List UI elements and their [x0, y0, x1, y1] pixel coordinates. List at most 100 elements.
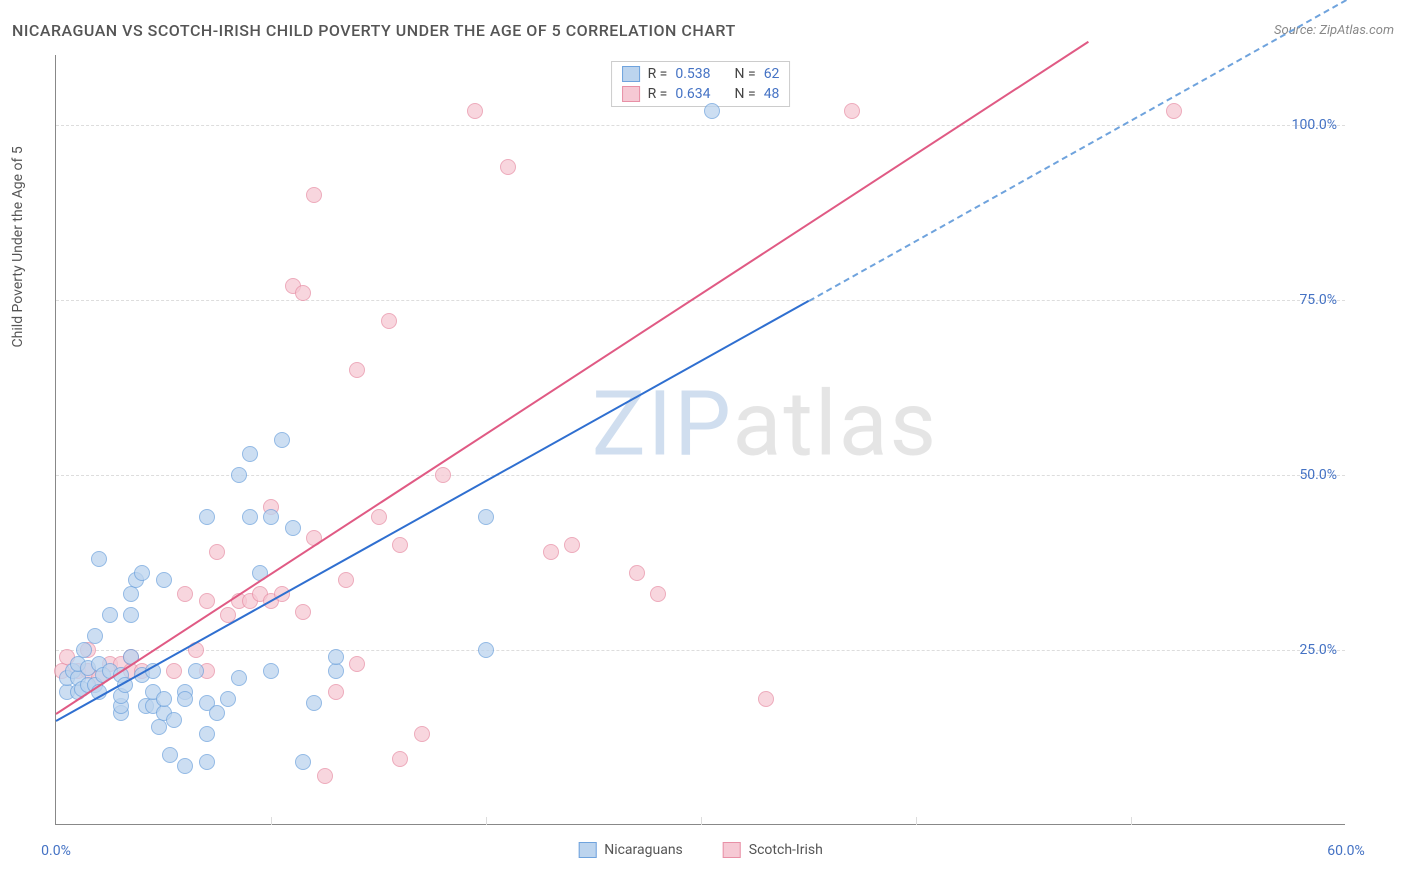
- scatter-point-scotch-irish: [392, 751, 408, 767]
- scatter-point-nicaraguans: [199, 509, 215, 525]
- scatter-point-nicaraguans: [156, 572, 172, 588]
- source-name: ZipAtlas.com: [1319, 23, 1394, 38]
- scatter-point-scotch-irish: [629, 565, 645, 581]
- scatter-point-scotch-irish: [435, 467, 451, 483]
- scatter-point-nicaraguans: [166, 712, 182, 728]
- y-tick-label: 100.0%: [1292, 117, 1337, 133]
- legend-swatch-nicaraguans: [622, 66, 640, 82]
- scatter-point-nicaraguans: [134, 565, 150, 581]
- r-value-scotch-irish: 0.634: [675, 86, 710, 102]
- scatter-point-nicaraguans: [328, 663, 344, 679]
- scatter-point-nicaraguans: [156, 691, 172, 707]
- scatter-point-scotch-irish: [317, 768, 333, 784]
- scatter-point-nicaraguans: [231, 467, 247, 483]
- legend-swatch-scotch-irish: [723, 842, 741, 858]
- scatter-point-scotch-irish: [349, 656, 365, 672]
- scatter-point-nicaraguans: [87, 628, 103, 644]
- scatter-point-nicaraguans: [306, 695, 322, 711]
- scatter-point-scotch-irish: [166, 663, 182, 679]
- scatter-point-nicaraguans: [177, 691, 193, 707]
- scatter-point-scotch-irish: [543, 544, 559, 560]
- scatter-point-nicaraguans: [123, 586, 139, 602]
- gridline-vertical: [916, 817, 917, 825]
- scatter-point-nicaraguans: [220, 691, 236, 707]
- gridline-vertical: [701, 817, 702, 825]
- scatter-point-scotch-irish: [650, 586, 666, 602]
- legend-item-nicaraguans: Nicaraguans: [578, 842, 683, 858]
- scatter-point-scotch-irish: [209, 544, 225, 560]
- legend-label-scotch-irish: Scotch-Irish: [749, 842, 823, 858]
- gridline-horizontal: [56, 650, 1345, 651]
- gridline-horizontal: [56, 300, 1345, 301]
- scatter-point-scotch-irish: [1166, 103, 1182, 119]
- scatter-point-scotch-irish: [467, 103, 483, 119]
- scatter-point-nicaraguans: [263, 509, 279, 525]
- scatter-point-scotch-irish: [328, 684, 344, 700]
- n-label: N =: [735, 66, 756, 82]
- y-tick-label: 25.0%: [1299, 642, 1337, 658]
- scatter-point-scotch-irish: [392, 537, 408, 553]
- gridline-vertical: [1131, 817, 1132, 825]
- scatter-point-nicaraguans: [274, 432, 290, 448]
- scatter-point-scotch-irish: [177, 586, 193, 602]
- scatter-point-scotch-irish: [758, 691, 774, 707]
- x-tick-label: 0.0%: [41, 843, 71, 859]
- scatter-point-scotch-irish: [500, 159, 516, 175]
- gridline-vertical: [271, 817, 272, 825]
- scatter-point-nicaraguans: [123, 607, 139, 623]
- scatter-point-scotch-irish: [381, 313, 397, 329]
- scatter-point-nicaraguans: [76, 642, 92, 658]
- scatter-point-nicaraguans: [199, 726, 215, 742]
- r-label: R =: [648, 66, 668, 82]
- scatter-point-nicaraguans: [328, 649, 344, 665]
- gridline-horizontal: [56, 125, 1345, 126]
- scatter-point-scotch-irish: [199, 593, 215, 609]
- scatter-point-scotch-irish: [564, 537, 580, 553]
- scatter-point-nicaraguans: [478, 509, 494, 525]
- scatter-point-nicaraguans: [91, 551, 107, 567]
- y-tick-label: 50.0%: [1299, 467, 1337, 483]
- watermark-part1: ZIP: [592, 372, 733, 477]
- trend-line-dashed: [808, 0, 1346, 302]
- chart-title: NICARAGUAN VS SCOTCH-IRISH CHILD POVERTY…: [12, 21, 736, 40]
- correlation-legend: R = 0.538 N = 62 R = 0.634 N = 48: [611, 61, 791, 107]
- scatter-point-nicaraguans: [151, 719, 167, 735]
- scatter-point-nicaraguans: [162, 747, 178, 763]
- scatter-point-nicaraguans: [177, 758, 193, 774]
- scatter-point-scotch-irish: [338, 572, 354, 588]
- scatter-point-scotch-irish: [349, 362, 365, 378]
- scatter-point-scotch-irish: [844, 103, 860, 119]
- watermark: ZIPatlas: [592, 372, 938, 477]
- correlation-legend-row-nicaraguans: R = 0.538 N = 62: [612, 64, 790, 84]
- scatter-point-nicaraguans: [478, 642, 494, 658]
- scatter-point-nicaraguans: [209, 705, 225, 721]
- correlation-legend-row-scotch-irish: R = 0.634 N = 48: [612, 84, 790, 104]
- plot-area: ZIPatlas R = 0.538 N = 62 R = 0.634 N = …: [55, 55, 1345, 825]
- gridline-horizontal: [56, 475, 1345, 476]
- scatter-point-nicaraguans: [285, 520, 301, 536]
- trend-line: [55, 41, 1088, 715]
- scatter-point-scotch-irish: [295, 285, 311, 301]
- scatter-point-scotch-irish: [414, 726, 430, 742]
- scatter-point-nicaraguans: [102, 607, 118, 623]
- n-value-scotch-irish: 48: [764, 86, 780, 102]
- scatter-point-nicaraguans: [242, 446, 258, 462]
- scatter-point-nicaraguans: [295, 754, 311, 770]
- n-label: N =: [735, 86, 756, 102]
- y-axis-label: Child Poverty Under the Age of 5: [10, 146, 26, 347]
- scatter-point-nicaraguans: [231, 670, 247, 686]
- series-legend: Nicaraguans Scotch-Irish: [578, 842, 823, 858]
- scatter-point-nicaraguans: [263, 663, 279, 679]
- scatter-point-scotch-irish: [371, 509, 387, 525]
- watermark-part2: atlas: [732, 372, 938, 477]
- scatter-point-scotch-irish: [306, 187, 322, 203]
- scatter-point-nicaraguans: [242, 509, 258, 525]
- legend-item-scotch-irish: Scotch-Irish: [723, 842, 823, 858]
- scatter-point-nicaraguans: [188, 663, 204, 679]
- legend-swatch-scotch-irish: [622, 86, 640, 102]
- legend-label-nicaraguans: Nicaraguans: [604, 842, 683, 858]
- r-value-nicaraguans: 0.538: [675, 66, 710, 82]
- chart-header: NICARAGUAN VS SCOTCH-IRISH CHILD POVERTY…: [12, 18, 1394, 42]
- legend-swatch-nicaraguans: [578, 842, 596, 858]
- scatter-point-nicaraguans: [704, 103, 720, 119]
